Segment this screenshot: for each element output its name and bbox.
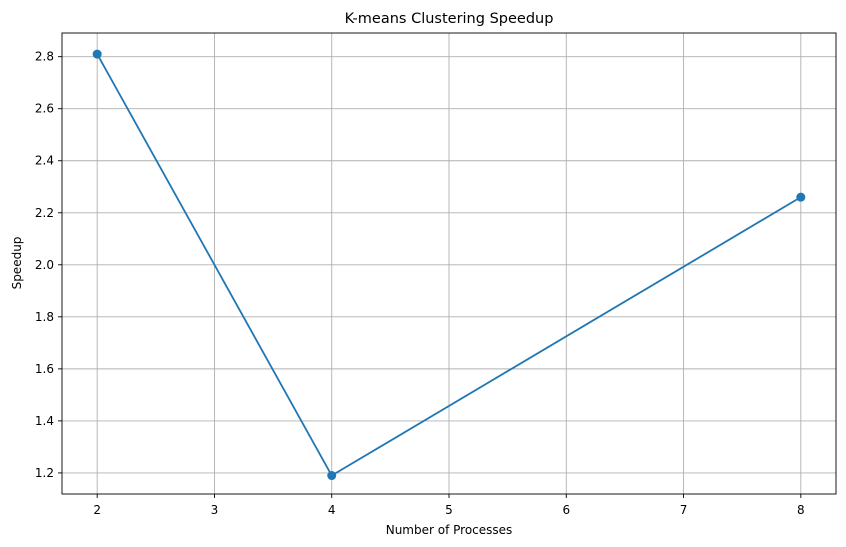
y-tick-label: 1.4 — [35, 414, 54, 428]
x-tick-label: 7 — [680, 503, 688, 517]
x-tick-label: 6 — [562, 503, 570, 517]
data-point — [327, 471, 337, 481]
y-tick-label: 2.4 — [35, 154, 54, 168]
x-ticks: 2 3 4 5 6 7 8 — [93, 494, 805, 517]
grid — [62, 33, 836, 494]
x-axis-label: Number of Processes — [386, 523, 513, 537]
x-tick-label: 5 — [445, 503, 453, 517]
y-ticks: 1.2 1.4 1.6 1.8 2.0 2.2 2.4 2.6 2.8 — [35, 50, 62, 480]
y-tick-label: 1.8 — [35, 310, 54, 324]
y-tick-label: 2.0 — [35, 258, 54, 272]
x-tick-label: 3 — [211, 503, 219, 517]
series-markers — [92, 49, 806, 481]
x-tick-label: 8 — [797, 503, 805, 517]
y-tick-label: 2.6 — [35, 102, 54, 116]
y-axis-label: Speedup — [10, 237, 24, 290]
x-tick-label: 4 — [328, 503, 336, 517]
data-point — [92, 49, 102, 59]
y-tick-label: 1.2 — [35, 466, 54, 480]
y-tick-label: 1.6 — [35, 362, 54, 376]
data-point — [796, 192, 806, 202]
y-tick-label: 2.2 — [35, 206, 54, 220]
chart-title: K-means Clustering Speedup — [345, 11, 554, 27]
x-tick-label: 2 — [93, 503, 101, 517]
y-tick-label: 2.8 — [35, 50, 54, 64]
